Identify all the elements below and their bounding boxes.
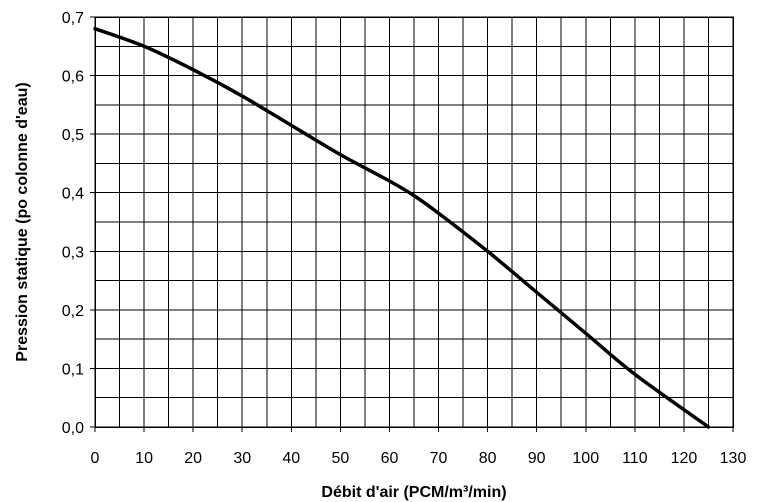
y-tick-label: 0,2 — [62, 303, 84, 320]
x-tick-label: 100 — [572, 450, 599, 467]
x-tick-label: 40 — [282, 450, 300, 467]
x-tick-label: 60 — [381, 450, 399, 467]
x-tick-label: 80 — [479, 450, 497, 467]
plot-area-frame — [94, 16, 734, 428]
y-tick-label: 0,5 — [62, 127, 84, 144]
x-tick-label: 120 — [671, 450, 698, 467]
x-tick-label: 90 — [528, 450, 546, 467]
y-tick-label: 0,1 — [62, 361, 84, 378]
x-axis-title: Débit d'air (PCM/m³/min) — [321, 484, 506, 501]
x-tick-label: 70 — [430, 450, 448, 467]
x-tick-label: 10 — [135, 450, 153, 467]
series-line — [93, 26, 711, 429]
y-tick-label: 0,0 — [62, 420, 84, 437]
y-tick-label: 0,6 — [62, 69, 84, 86]
x-tick-label: 110 — [622, 450, 648, 467]
x-tick-label: 30 — [233, 450, 251, 467]
x-tick-label: 0 — [91, 450, 100, 467]
x-axis-tick-labels: 0 10 20 30 40 50 60 70 80 90 100 110 120 130 — [91, 427, 747, 467]
x-tick-label: 50 — [331, 450, 349, 467]
y-axis-title: Pression statique (po colonne d'eau) — [14, 82, 31, 361]
y-tick-label: 0,7 — [62, 10, 84, 27]
x-tick-label: 130 — [720, 450, 747, 467]
grid — [95, 17, 733, 427]
y-axis-tick-labels: 0,0 0,1 0,2 0,3 0,4 0,5 0,6 0,7 — [62, 10, 95, 437]
x-tick-label: 20 — [184, 450, 202, 467]
y-tick-label: 0,4 — [62, 186, 84, 203]
y-tick-label: 0,3 — [62, 244, 84, 261]
